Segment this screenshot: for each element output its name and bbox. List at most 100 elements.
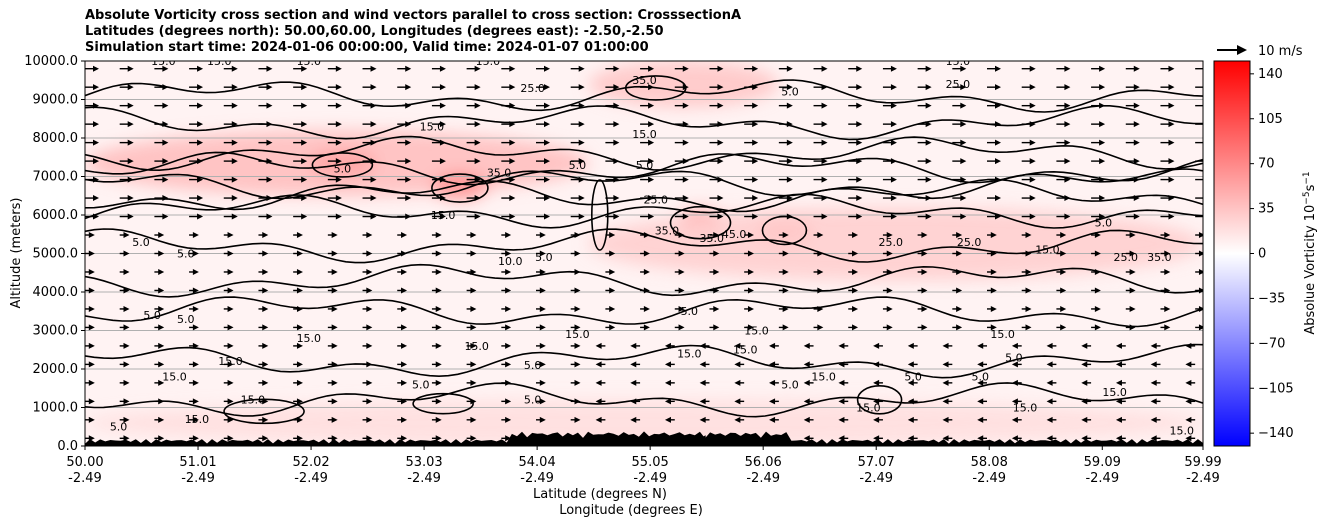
wind-vector-head	[613, 158, 620, 165]
wind-vector-head	[643, 287, 650, 294]
wind-vector-head	[1064, 84, 1071, 91]
wind-vector-head	[1150, 435, 1157, 442]
wind-vector-head	[192, 250, 199, 257]
contour-label: 10.0	[498, 255, 523, 268]
wind-vector-head	[335, 139, 342, 146]
wind-vector-head	[1168, 158, 1175, 165]
vorticity-band-1	[308, 149, 376, 177]
x-tick-label-lon: -2.49	[1085, 471, 1119, 486]
wind-vector-head	[990, 287, 997, 294]
contour-label: 5.0	[143, 309, 161, 322]
wind-vector-head	[262, 250, 269, 257]
wind-vector-head	[990, 324, 997, 331]
wind-vector-head	[539, 398, 546, 405]
wind-vector-head	[1203, 177, 1209, 183]
wind-vector-head	[296, 250, 303, 257]
wind-vector-head	[1129, 250, 1136, 257]
wind-vector-head	[539, 250, 546, 257]
wind-vector-head	[1203, 140, 1209, 146]
wind-vector-head	[158, 268, 165, 275]
y-axis: 0.0 1000.0 2000.0 3000.0 4000.0 5000.0 6000.0 7…	[24, 54, 85, 454]
wind-vector-head	[574, 305, 581, 312]
wind-vector-head	[1060, 250, 1067, 257]
wind-vector-head	[574, 250, 581, 257]
wind-vector-head	[747, 232, 754, 239]
wind-vector-head	[648, 102, 655, 109]
wind-vector-head	[609, 324, 616, 331]
wind-vector-head	[595, 416, 602, 423]
wind-vector-head	[93, 139, 99, 146]
wind-vector-head	[439, 65, 446, 72]
colorbar-tick-label: 35	[1258, 202, 1275, 217]
wind-vector-head	[1094, 324, 1101, 331]
wind-vector-head	[890, 195, 897, 202]
wind-vector-head	[509, 65, 516, 72]
wind-vector-head	[162, 176, 169, 183]
wind-vector-head	[296, 361, 303, 368]
wind-vector-head	[470, 379, 477, 386]
wind-vector-head	[1115, 379, 1122, 386]
wind-vector-head	[439, 195, 446, 202]
wind-vector-head	[93, 213, 99, 220]
wind-vector-head	[648, 195, 655, 202]
wind-vector-head	[544, 158, 551, 165]
wind-vector-head	[370, 84, 377, 91]
wind-vector-head	[405, 176, 412, 183]
wind-vector-head	[578, 158, 585, 165]
wind-vector-head	[505, 342, 512, 349]
wind-vector-head	[296, 287, 303, 294]
wind-vector-head	[664, 342, 671, 349]
wind-vector-head	[435, 379, 442, 386]
wind-vector-head	[192, 379, 199, 386]
wind-vector-head	[505, 435, 512, 442]
colorbar-tick-label: −35	[1258, 291, 1285, 306]
wind-vector-head	[682, 102, 689, 109]
wind-vector-head	[544, 195, 551, 202]
wind-vector-head	[803, 416, 810, 423]
wind-vector-head	[435, 287, 442, 294]
wind-vector-head	[1060, 232, 1067, 239]
wind-vector-head	[856, 195, 863, 202]
wind-vector-head	[1150, 416, 1157, 423]
contour-label: 15.0	[297, 332, 322, 345]
wind-vector-head	[995, 139, 1002, 146]
wind-vector-head	[405, 158, 412, 165]
wind-vector-head	[838, 361, 845, 368]
contour-label: 15.0	[811, 371, 836, 384]
x-tick-label-lat: 59.09	[1084, 455, 1121, 470]
wind-vector-head	[990, 250, 997, 257]
wind-vector-head	[960, 158, 967, 165]
chart-title-line1: Absolute Vorticity cross section and win…	[85, 8, 742, 23]
wind-vector-head	[682, 176, 689, 183]
wind-vector-head	[435, 435, 442, 442]
wind-vector-head	[227, 416, 234, 423]
wind-vector-head	[713, 232, 720, 239]
wind-vector-head	[127, 84, 134, 91]
wind-vector-head	[717, 176, 724, 183]
wind-vector-head	[1133, 102, 1140, 109]
contour-label: 5.0	[535, 251, 553, 264]
x-tick-label-lat: 59.99	[1184, 455, 1221, 470]
wind-vector-head	[786, 121, 793, 128]
wind-vector-head	[1203, 158, 1209, 164]
contour-label: 5.0	[110, 421, 128, 434]
wind-vector-head	[301, 176, 308, 183]
wind-vector-head	[366, 379, 373, 386]
contour-label: 15.0	[1169, 424, 1194, 437]
wind-vector-head	[574, 232, 581, 239]
wind-vector-head	[682, 139, 689, 146]
wind-vector-head	[539, 379, 546, 386]
y-tick-label: 5000.0	[33, 247, 79, 262]
wind-vector-head	[578, 121, 585, 128]
contour-label: 15.0	[241, 394, 266, 407]
wind-vector-head	[817, 268, 824, 275]
wind-vector-head	[1099, 213, 1106, 220]
x-axis: 50.00-2.4951.01-2.4952.02-2.4953.03-2.49…	[66, 446, 1222, 486]
wind-vector-head	[873, 379, 880, 386]
wind-vector-head	[1011, 416, 1018, 423]
contour-label: 5.0	[1005, 351, 1023, 364]
wind-vector-head	[1133, 158, 1140, 165]
wind-vector-head	[1064, 176, 1071, 183]
chart-title-line2: Latitudes (degrees north): 50.00,60.00, …	[85, 24, 664, 39]
wind-vector-head	[1164, 324, 1171, 331]
